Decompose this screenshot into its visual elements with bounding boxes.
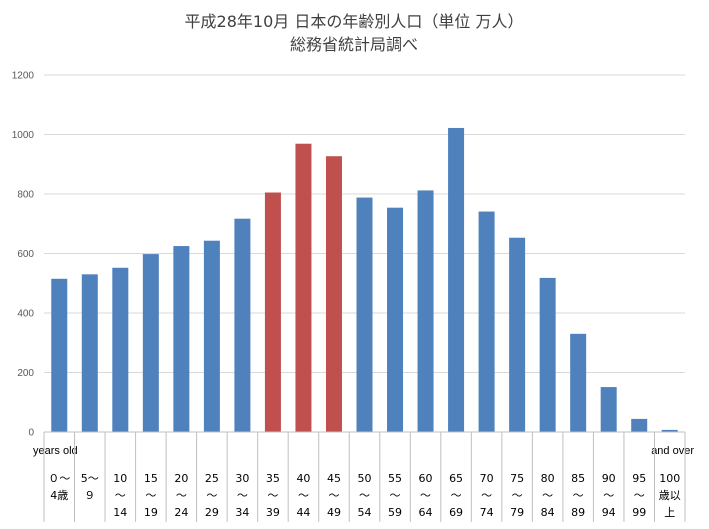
- bar: [539, 277, 556, 432]
- category-table: years old and over ０～ 4歳 5～ ９ 10 ～ 14 15 ～ 19 20 ～ 2…: [33, 431, 694, 522]
- bar: [234, 218, 251, 432]
- bar: [51, 278, 68, 432]
- category-label: 80: [541, 472, 555, 485]
- category-label: ～: [237, 489, 248, 502]
- category-label: 歳以: [659, 489, 681, 502]
- category-label: ～: [420, 489, 431, 502]
- category-label: ～: [603, 489, 614, 502]
- bar: [264, 192, 281, 432]
- bar: [295, 143, 312, 432]
- category-label: ～: [451, 489, 462, 502]
- chart-title: 平成28年10月 日本の年齢別人口（単位 万人） 総務省統計局調べ: [185, 12, 524, 54]
- category-label: 19: [144, 506, 158, 519]
- category-label: 44: [296, 506, 310, 519]
- category-label: 100: [659, 472, 680, 485]
- bar: [356, 197, 373, 432]
- bar: [631, 418, 648, 432]
- y-tick-label: 400: [17, 309, 34, 320]
- y-tick-label: 1000: [12, 130, 35, 141]
- category-label: ～: [267, 489, 278, 502]
- bar: [203, 240, 220, 432]
- category-label: 60: [419, 472, 433, 485]
- category-label: ～: [206, 489, 217, 502]
- category-label: 90: [602, 472, 616, 485]
- category-label: 10: [113, 472, 127, 485]
- bar: [478, 211, 495, 432]
- category-label: ～: [573, 489, 584, 502]
- category-label: 65: [449, 472, 463, 485]
- category-label: ～: [542, 489, 553, 502]
- category-label: 45: [327, 472, 341, 485]
- category-label: 上: [664, 506, 675, 519]
- category-label: 54: [358, 506, 372, 519]
- category-label: 39: [266, 506, 280, 519]
- chart-title-line: 平成28年10月 日本の年齢別人口（単位 万人）: [185, 12, 524, 31]
- category-label: 34: [235, 506, 249, 519]
- category-label: ～: [512, 489, 523, 502]
- category-label: ９: [84, 489, 95, 502]
- right-axis-note: and over: [651, 445, 694, 457]
- category-label: 75: [510, 472, 524, 485]
- y-tick-label: 800: [17, 190, 34, 201]
- category-label: 30: [235, 472, 249, 485]
- category-label: 5～: [81, 472, 99, 485]
- category-label: 55: [388, 472, 402, 485]
- category-label: 64: [419, 506, 433, 519]
- left-axis-note: years old: [33, 445, 78, 457]
- category-label: 14: [113, 506, 127, 519]
- y-tick-label: 0: [28, 428, 34, 439]
- bar: [509, 237, 526, 432]
- bar: [661, 429, 678, 432]
- bar: [570, 333, 587, 432]
- category-label: 40: [296, 472, 310, 485]
- category-label: ０～: [48, 472, 70, 485]
- bar: [112, 267, 129, 432]
- category-label: 49: [327, 506, 341, 519]
- category-label: 15: [144, 472, 158, 485]
- category-label: 24: [174, 506, 188, 519]
- category-label: ～: [298, 489, 309, 502]
- category-label: ～: [481, 489, 492, 502]
- category-label: ～: [390, 489, 401, 502]
- category-label: 50: [358, 472, 372, 485]
- bar: [325, 156, 342, 432]
- bar: [142, 254, 159, 432]
- category-label: 59: [388, 506, 402, 519]
- category-label: ～: [115, 489, 126, 502]
- y-tick-label: 1200: [12, 71, 35, 82]
- bar: [448, 127, 465, 432]
- y-tick-label: 600: [17, 249, 34, 260]
- category-label: ～: [176, 489, 187, 502]
- category-label: 25: [205, 472, 219, 485]
- category-label: ～: [328, 489, 339, 502]
- category-label: 20: [174, 472, 188, 485]
- category-label: 35: [266, 472, 280, 485]
- category-label: 95: [632, 472, 646, 485]
- category-label: 99: [632, 506, 646, 519]
- bar: [173, 246, 190, 432]
- category-label: 89: [571, 506, 585, 519]
- category-label: 74: [480, 506, 494, 519]
- bar: [417, 190, 434, 432]
- bar: [81, 274, 98, 432]
- bars: [51, 127, 678, 432]
- chart-subtitle-line: 総務省統計局調べ: [290, 35, 418, 54]
- bar: [387, 207, 404, 432]
- y-tick-label: 200: [17, 368, 34, 379]
- category-label: 69: [449, 506, 463, 519]
- category-label: 79: [510, 506, 524, 519]
- category-label: 85: [571, 472, 585, 485]
- category-label: 4歳: [50, 489, 68, 502]
- category-label: 29: [205, 506, 219, 519]
- category-label: ～: [359, 489, 370, 502]
- category-label: ～: [634, 489, 645, 502]
- category-label: 84: [541, 506, 555, 519]
- category-label: ～: [145, 489, 156, 502]
- bar: [600, 387, 617, 432]
- category-label: 94: [602, 506, 616, 519]
- y-axis: 0 200 400 600 800 1000 1200: [12, 71, 35, 439]
- category-label: 70: [480, 472, 494, 485]
